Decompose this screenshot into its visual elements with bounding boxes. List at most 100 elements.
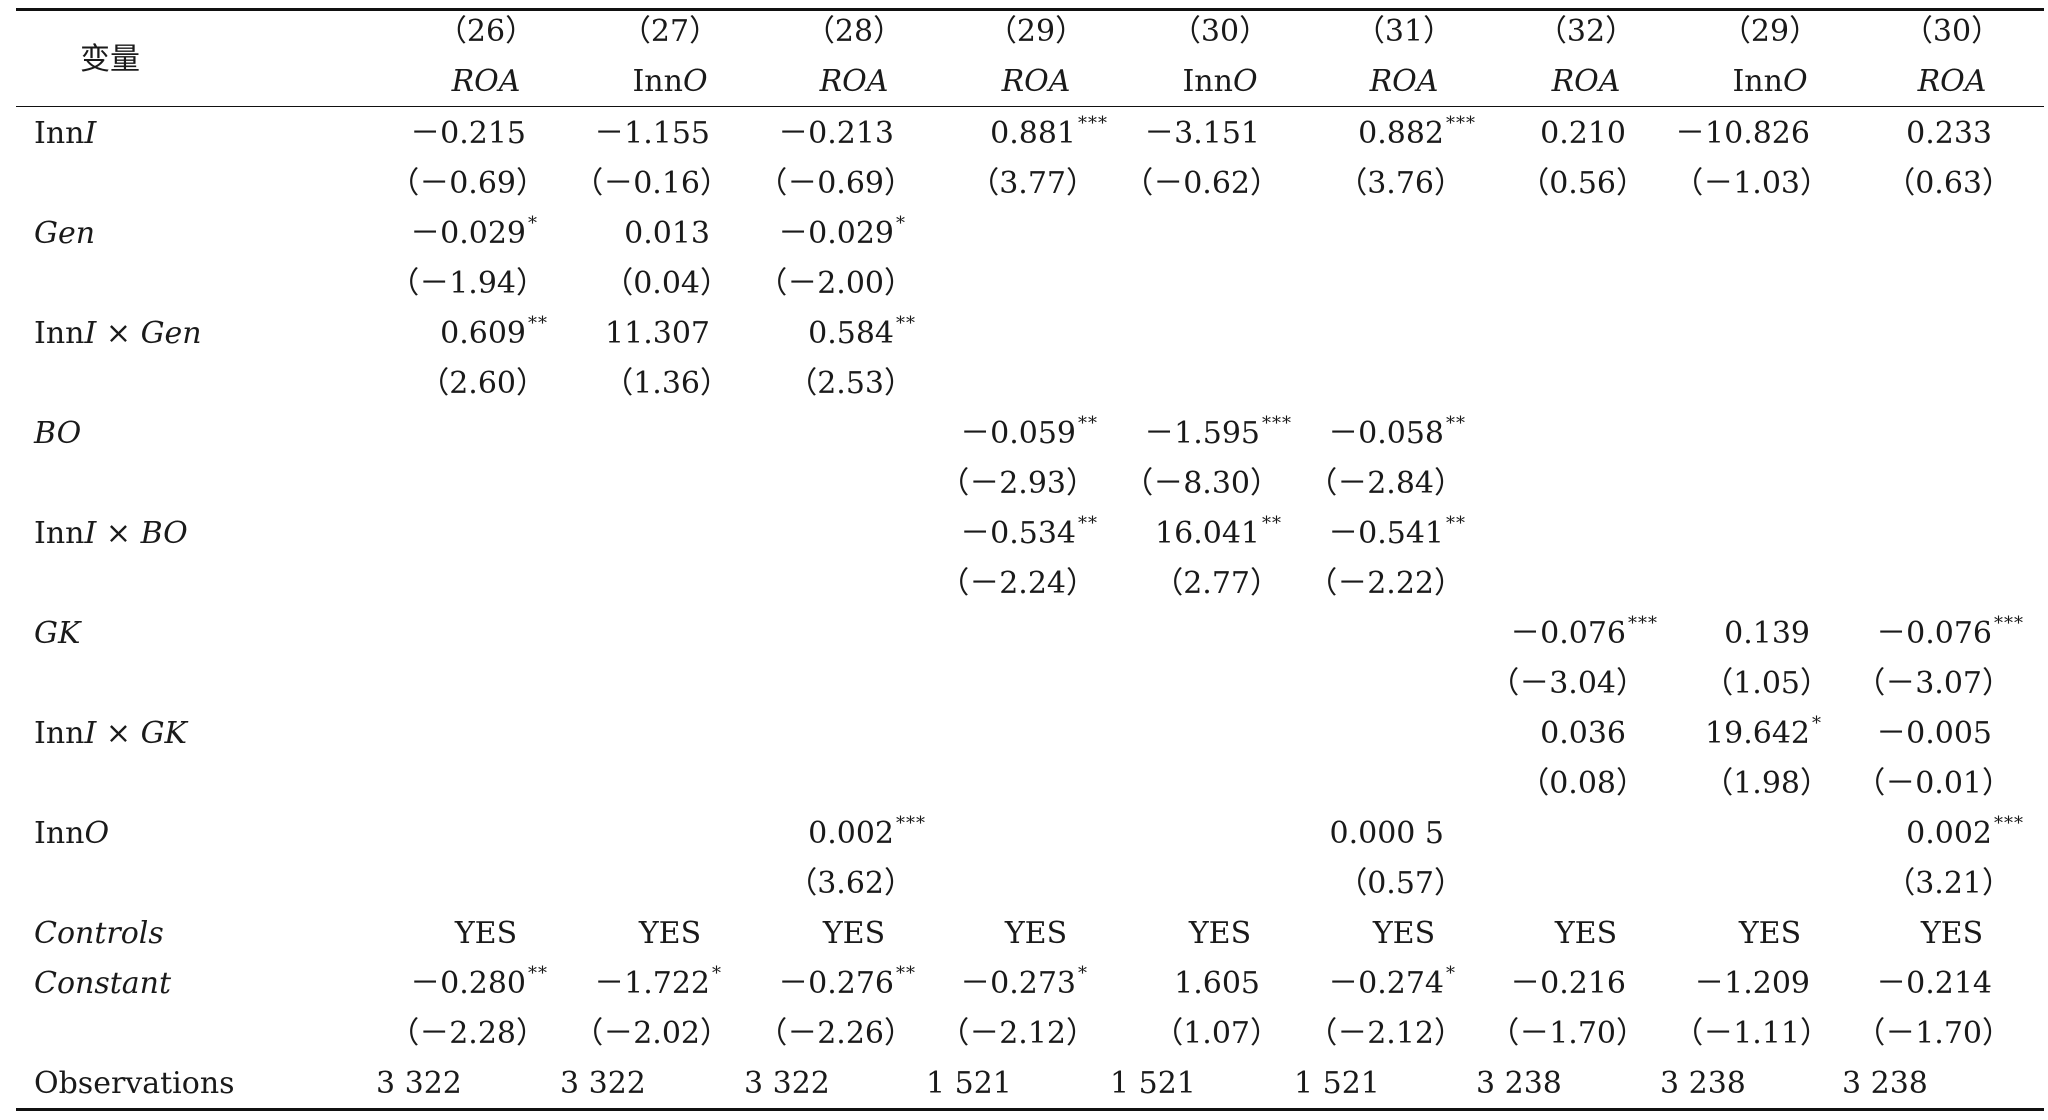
tstat-Gen-1: （－1.94）	[389, 266, 546, 301]
tstat-Constant-3: （－2.26）	[757, 1016, 914, 1051]
coef-Constant-6: －0.274 *	[1244, 963, 1455, 1002]
significance-stars: ***	[1262, 413, 1292, 434]
tstat-InnI-8: （－1.03）	[1673, 166, 1830, 201]
significance-stars: **	[1078, 513, 1098, 534]
coef-InnIxGK-9: －0.005	[1876, 716, 1992, 751]
coef-InnI-9: 0.233	[1906, 116, 1992, 151]
coef-InnI-5: －3.151	[1144, 116, 1260, 151]
controls-4: YES	[1004, 916, 1068, 951]
controls-2: YES	[638, 916, 702, 951]
significance-stars: **	[528, 963, 548, 984]
coef-InnI-1: －0.215	[410, 116, 526, 151]
coef-InnI-3: －0.213	[778, 116, 894, 151]
column-number-6: （31）	[1354, 14, 1454, 49]
coef-InnI-2: －1.155	[594, 116, 710, 151]
tstat-InnO-9: （3.21）	[1885, 866, 2012, 901]
tstat-GK-9: （－3.07）	[1855, 666, 2012, 701]
column-dependent-4: ROA	[1001, 64, 1071, 99]
coef-InnIxGen-3: 0.584 **	[694, 313, 915, 352]
tstat-GK-8: （1.05）	[1703, 666, 1830, 701]
row-label-BO: BO	[34, 416, 82, 451]
coef-GK-8: 0.139	[1724, 616, 1810, 651]
column-dependent-3: ROA	[819, 64, 889, 99]
observations-4: 1 521	[926, 1066, 1012, 1101]
variable-header: 变量	[80, 42, 140, 77]
tstat-InnIxBO-4: （－2.24）	[939, 566, 1096, 601]
tstat-InnIxGK-8: （1.98）	[1703, 766, 1830, 801]
controls-7: YES	[1554, 916, 1618, 951]
coef-Gen-2: 0.013	[624, 216, 710, 251]
column-dependent-1: ROA	[451, 64, 521, 99]
tstat-InnIxGen-1: （2.60）	[419, 366, 546, 401]
coef-InnO-3: 0.002 ***	[694, 813, 925, 852]
tstat-Gen-3: （－2.00）	[757, 266, 914, 301]
tstat-Constant-4: （－2.12）	[939, 1016, 1096, 1051]
coef-InnIxGK-7: 0.036	[1540, 716, 1626, 751]
row-label-Constant: Constant	[34, 966, 172, 1001]
tstat-GK-7: （－3.04）	[1489, 666, 1646, 701]
column-dependent-6: ROA	[1369, 64, 1439, 99]
tstat-InnI-9: （0.63）	[1885, 166, 2012, 201]
significance-stars: *	[896, 213, 906, 234]
significance-stars: ***	[1446, 113, 1476, 134]
tstat-Constant-9: （－1.70）	[1855, 1016, 2012, 1051]
tstat-InnO-3: （3.62）	[787, 866, 914, 901]
observations-5: 1 521	[1110, 1066, 1196, 1101]
observations-7: 3 238	[1476, 1066, 1562, 1101]
coef-InnI-4: 0.881 ***	[876, 113, 1107, 152]
coef-GK-7: －0.076 ***	[1426, 613, 1657, 652]
coef-Gen-3: －0.029 *	[694, 213, 905, 252]
row-label-InnI-Gen: InnI × Gen	[34, 316, 202, 351]
coef-InnIxGen-2: 11.307	[605, 316, 710, 351]
tstat-InnIxGen-3: （2.53）	[787, 366, 914, 401]
controls-3: YES	[822, 916, 886, 951]
coef-Constant-2: －1.722 *	[510, 963, 721, 1002]
significance-stars: *	[1812, 713, 1822, 734]
column-number-9: （30）	[1902, 14, 2002, 49]
tstat-InnI-4: （3.77）	[969, 166, 1096, 201]
coef-Constant-5: 1.605	[1174, 966, 1260, 1001]
coef-InnIxGen-1: 0.609 **	[326, 313, 547, 352]
coef-Constant-3: －0.276 **	[694, 963, 915, 1002]
observations-6: 1 521	[1294, 1066, 1380, 1101]
controls-8: YES	[1738, 916, 1802, 951]
row-label-Gen: Gen	[34, 216, 96, 251]
column-dependent-5: InnO	[1182, 64, 1258, 99]
tstat-BO-6: （－2.84）	[1307, 466, 1464, 501]
row-label-InnI: InnI	[34, 116, 97, 151]
row-label-InnO: InnO	[34, 816, 110, 851]
column-number-8: （29）	[1720, 14, 1820, 49]
coef-Gen-1: －0.029 *	[326, 213, 537, 252]
tstat-Gen-2: （0.04）	[603, 266, 730, 301]
column-number-7: （32）	[1536, 14, 1636, 49]
coef-Constant-9: －0.214	[1876, 966, 1992, 1001]
significance-stars: *	[528, 213, 538, 234]
coef-BO-5: －1.595 ***	[1060, 413, 1291, 452]
coef-Constant-7: －0.216	[1510, 966, 1626, 1001]
tstat-InnI-5: （－0.62）	[1123, 166, 1280, 201]
coef-InnO-9: 0.002 ***	[1792, 813, 2023, 852]
coef-Constant-4: －0.273 *	[876, 963, 1087, 1002]
column-number-1: （26）	[436, 14, 536, 49]
coef-InnO-6: 0.000 5	[1329, 816, 1444, 851]
coef-InnIxBO-4: －0.534 **	[876, 513, 1097, 552]
column-dependent-7: ROA	[1551, 64, 1621, 99]
row-label-InnI-GK: InnI × GK	[34, 716, 187, 751]
significance-stars: **	[896, 963, 916, 984]
tstat-InnI-7: （0.56）	[1519, 166, 1646, 201]
significance-stars: **	[1078, 413, 1098, 434]
column-number-5: （30）	[1170, 14, 1270, 49]
row-label-Observations: Observations	[34, 1066, 235, 1101]
observations-8: 3 238	[1660, 1066, 1746, 1101]
row-label-GK: GK	[34, 616, 81, 651]
tstat-BO-5: （－8.30）	[1123, 466, 1280, 501]
column-dependent-9: ROA	[1917, 64, 1987, 99]
tstat-BO-4: （－2.93）	[939, 466, 1096, 501]
tstat-InnIxBO-5: （2.77）	[1153, 566, 1280, 601]
significance-stars: **	[1262, 513, 1282, 534]
tstat-Constant-1: （－2.28）	[389, 1016, 546, 1051]
coef-BO-6: －0.058 **	[1244, 413, 1465, 452]
coef-InnI-7: 0.210	[1540, 116, 1626, 151]
column-number-3: （28）	[804, 14, 904, 49]
observations-9: 3 238	[1842, 1066, 1928, 1101]
